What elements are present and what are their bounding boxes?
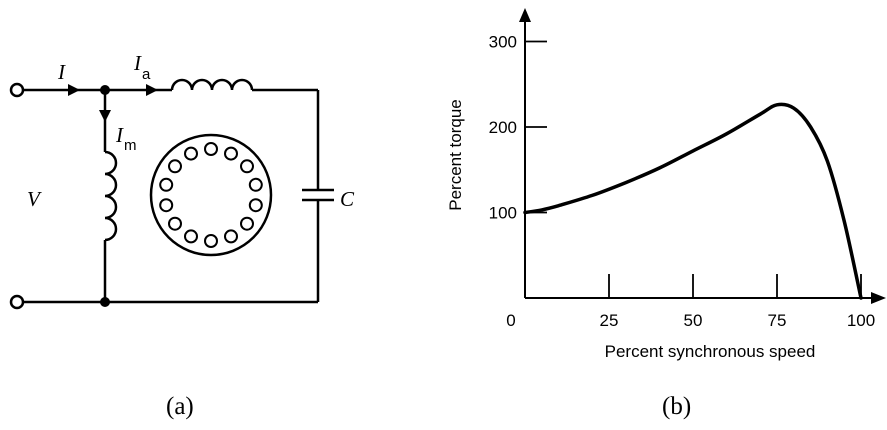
rotor-bar	[240, 216, 254, 231]
rotor-bar	[184, 229, 198, 244]
y-tick-label: 200	[489, 118, 517, 137]
y-ticks: 100 200 300	[489, 33, 547, 223]
y-tick-label: 300	[489, 33, 517, 52]
top-terminal	[9, 82, 25, 98]
rotor-bar	[168, 159, 182, 174]
rotor	[149, 133, 273, 257]
aux-current-label: I	[133, 51, 142, 75]
x-axis-label: Percent synchronous speed	[605, 342, 816, 361]
rotor-bars	[159, 142, 263, 248]
torque-curve	[523, 102, 863, 300]
line-current-label: I	[57, 60, 66, 84]
capacitor-motor-circuit	[9, 78, 334, 310]
bottom-junction	[100, 297, 110, 307]
x-tick-label: 25	[600, 311, 619, 330]
rotor-bar	[168, 216, 182, 231]
circuit-caption: (a)	[166, 393, 194, 420]
rotor-bar	[184, 146, 198, 161]
voltage-label: V	[27, 187, 42, 211]
y-axis-label: Percent torque	[446, 99, 465, 211]
x-ticks: 0 25 50 75 100	[506, 274, 875, 330]
x-tick-label: 50	[684, 311, 703, 330]
rotor-bar	[240, 159, 254, 174]
rotor-bar	[224, 146, 238, 161]
chart-axes	[519, 8, 886, 304]
rotor-bar	[248, 177, 263, 192]
rotor-bar	[204, 142, 218, 156]
main-current-subscript: m	[124, 137, 137, 154]
chart-caption: (b)	[662, 393, 691, 420]
rotor-bar	[248, 198, 263, 213]
line-current-arrow	[68, 84, 80, 96]
rotor-bar	[224, 229, 238, 244]
rotor-bar	[159, 198, 174, 213]
main-current-arrow	[99, 110, 111, 122]
circuit-labels: I I a I m V C	[27, 51, 355, 211]
torque-speed-chart: 0 25 50 75 100 100 200 300 Percent synchronous…	[446, 8, 886, 361]
capacitor-label: C	[340, 187, 355, 211]
auxiliary-winding	[170, 78, 254, 91]
rotor-bar	[159, 177, 174, 192]
aux-current-subscript: a	[142, 66, 151, 83]
bottom-terminal	[9, 294, 25, 310]
x-axis-arrowhead	[871, 292, 886, 304]
y-axis-arrowhead	[519, 8, 531, 22]
y-tick-label: 100	[489, 204, 517, 223]
main-current-label: I	[115, 123, 124, 147]
top-junction	[100, 85, 110, 95]
rotor-bar	[204, 234, 218, 248]
x-tick-label: 100	[847, 311, 875, 330]
x-tick-label: 0	[506, 311, 515, 330]
x-tick-label: 75	[768, 311, 787, 330]
aux-current-arrow	[146, 84, 158, 96]
main-winding	[104, 150, 118, 242]
